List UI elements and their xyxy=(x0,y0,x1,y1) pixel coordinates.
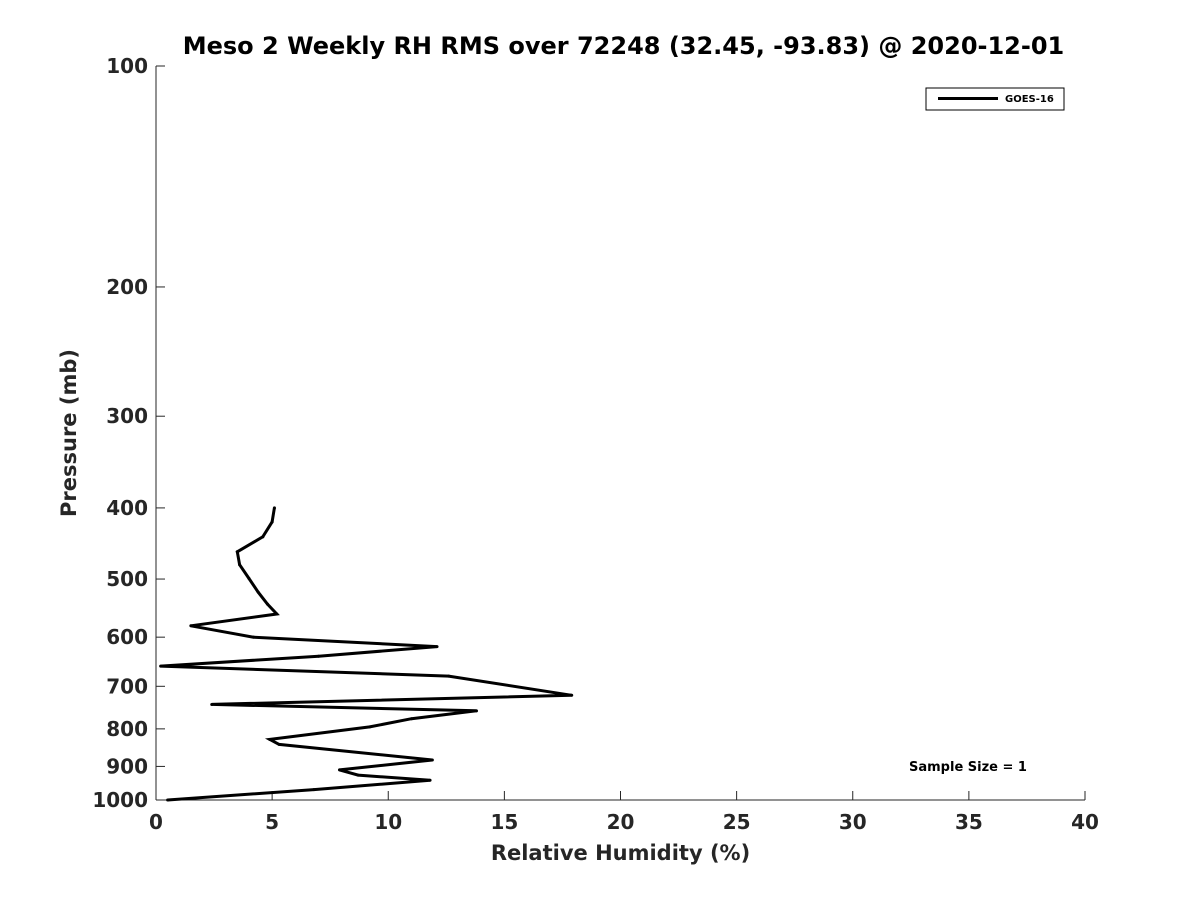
y-tick-label: 500 xyxy=(106,567,148,591)
data-point xyxy=(261,535,265,539)
y-tick-label: 400 xyxy=(106,496,148,520)
data-point xyxy=(475,709,479,713)
x-axis-label: Relative Humidity (%) xyxy=(491,841,750,865)
y-tick-label: 600 xyxy=(106,625,148,649)
x-axis-ticks: 0 5 10 15 20 25 30 35 40 xyxy=(149,791,1099,834)
y-tick-label: 900 xyxy=(106,754,148,778)
data-point xyxy=(275,612,279,616)
data-point xyxy=(256,590,260,594)
x-tick-label: 5 xyxy=(265,810,279,834)
data-point xyxy=(428,778,432,782)
x-tick-label: 30 xyxy=(839,810,867,834)
data-point xyxy=(447,674,451,678)
data-point xyxy=(265,602,269,606)
x-tick-label: 20 xyxy=(607,810,635,834)
data-point xyxy=(166,798,170,802)
x-tick-label: 35 xyxy=(955,810,983,834)
y-tick-label: 300 xyxy=(106,404,148,428)
y-axis-ticks: 100 200 300 400 500 600 700 800 900 1000 xyxy=(92,54,165,812)
data-point xyxy=(270,520,274,524)
axes xyxy=(155,66,1085,801)
y-tick-label: 200 xyxy=(106,275,148,299)
x-tick-label: 15 xyxy=(490,810,518,834)
y-tick-label: 100 xyxy=(106,54,148,78)
data-point xyxy=(210,702,214,706)
y-tick-label: 700 xyxy=(106,674,148,698)
data-point xyxy=(189,624,193,628)
x-tick-label: 40 xyxy=(1071,810,1099,834)
data-point xyxy=(247,576,251,580)
legend-label-goes-16: GOES-16 xyxy=(1005,94,1054,105)
y-axis-label: Pressure (mb) xyxy=(57,349,81,517)
y-tick-label: 1000 xyxy=(92,788,148,812)
chart-title: Meso 2 Weekly RH RMS over 72248 (32.45, … xyxy=(183,32,1065,60)
data-point xyxy=(235,550,239,554)
y-tick-label: 800 xyxy=(106,717,148,741)
data-point xyxy=(159,664,163,668)
data-point xyxy=(435,645,439,649)
data-point xyxy=(252,635,256,639)
data-point xyxy=(317,654,321,658)
data-point xyxy=(430,758,434,762)
x-tick-label: 10 xyxy=(374,810,402,834)
x-tick-label: 25 xyxy=(723,810,751,834)
series-line-goes-16 xyxy=(160,507,572,802)
series-layer xyxy=(159,506,574,802)
data-point xyxy=(277,742,281,746)
sample-size-annotation: Sample Size = 1 xyxy=(909,760,1027,775)
data-point xyxy=(312,788,316,792)
data-point xyxy=(356,773,360,777)
data-point xyxy=(238,563,242,567)
x-tick-label: 0 xyxy=(149,810,163,834)
legend: GOES-16 xyxy=(925,87,1065,111)
data-point xyxy=(268,737,272,741)
data-point xyxy=(272,506,276,510)
data-point xyxy=(337,768,341,772)
data-point xyxy=(368,725,372,729)
data-point xyxy=(570,693,574,697)
data-point xyxy=(409,717,413,721)
